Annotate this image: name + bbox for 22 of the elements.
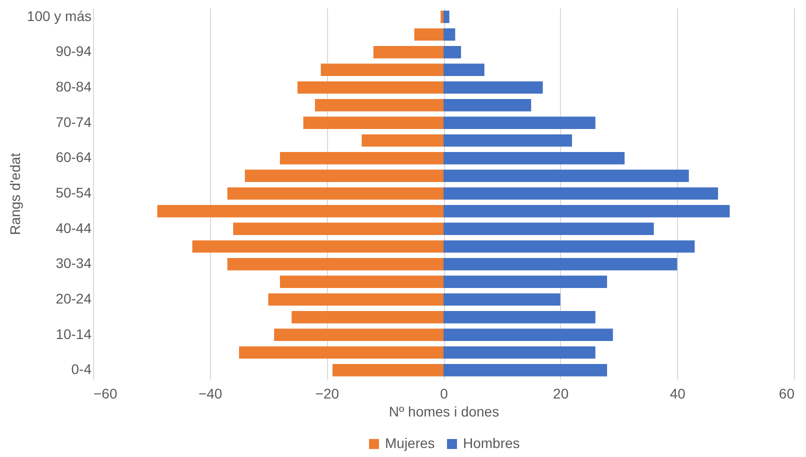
x-tick-label: 40 [670,386,686,402]
y-tick-label: 80-84 [56,78,92,94]
y-tick-label: 0-4 [71,361,92,378]
y-tick-label: 10-14 [56,326,92,342]
x-tick-label: −20 [315,386,340,402]
x-tick-label: −40 [198,386,222,402]
y-tick-label: 20-24 [56,290,92,306]
x-axis-title: Nº homes i dones [388,404,500,420]
y-tick-label: 50-54 [56,184,92,200]
y-axis-title: Rangs d'edat [6,152,23,236]
y-tick-label: 40-44 [56,220,92,236]
y-tick-label: 90-94 [56,43,92,60]
x-tick-label: 60 [778,386,795,402]
legend-label: Hombres [463,435,520,451]
y-tick-label: 100 y más [26,8,92,24]
x-tick-label: 0 [440,386,448,402]
x-tick-label: −60 [94,386,118,402]
y-tick-label: 60-64 [56,149,92,166]
y-tick-label: 30-34 [56,255,92,272]
y-tick-label: 70-74 [56,114,92,130]
x-tick-label: 20 [553,386,569,402]
legend-label: Mujeres [385,435,435,451]
